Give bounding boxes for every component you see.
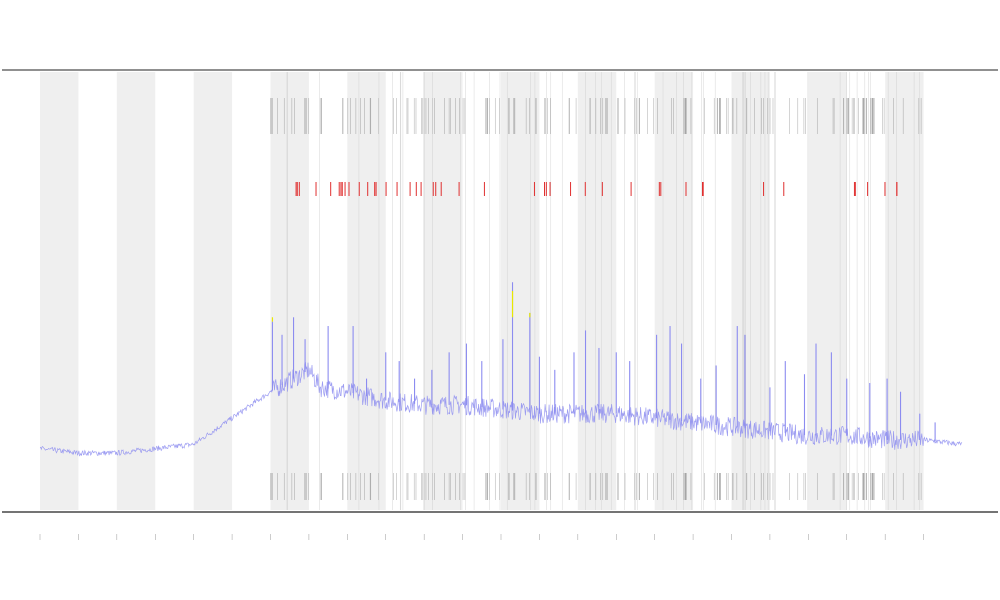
x-axis-ticks — [39, 534, 924, 540]
shaded-band-7 — [577, 72, 617, 510]
shaded-band-3 — [270, 72, 309, 510]
series-line — [39, 361, 963, 457]
shaded-band-8 — [654, 72, 694, 510]
shaded-band-5 — [424, 72, 463, 510]
shaded-band-4 — [347, 72, 386, 510]
shaded-band-2 — [193, 72, 233, 510]
shaded-bands — [40, 72, 924, 510]
series-lines — [39, 282, 963, 457]
shaded-band-0 — [40, 72, 79, 510]
shaded-band-9 — [731, 72, 770, 510]
shaded-band-1 — [116, 72, 156, 510]
shaded-band-6 — [501, 72, 540, 510]
event-rug-marks — [270, 72, 922, 510]
shaded-band-11 — [885, 72, 924, 510]
